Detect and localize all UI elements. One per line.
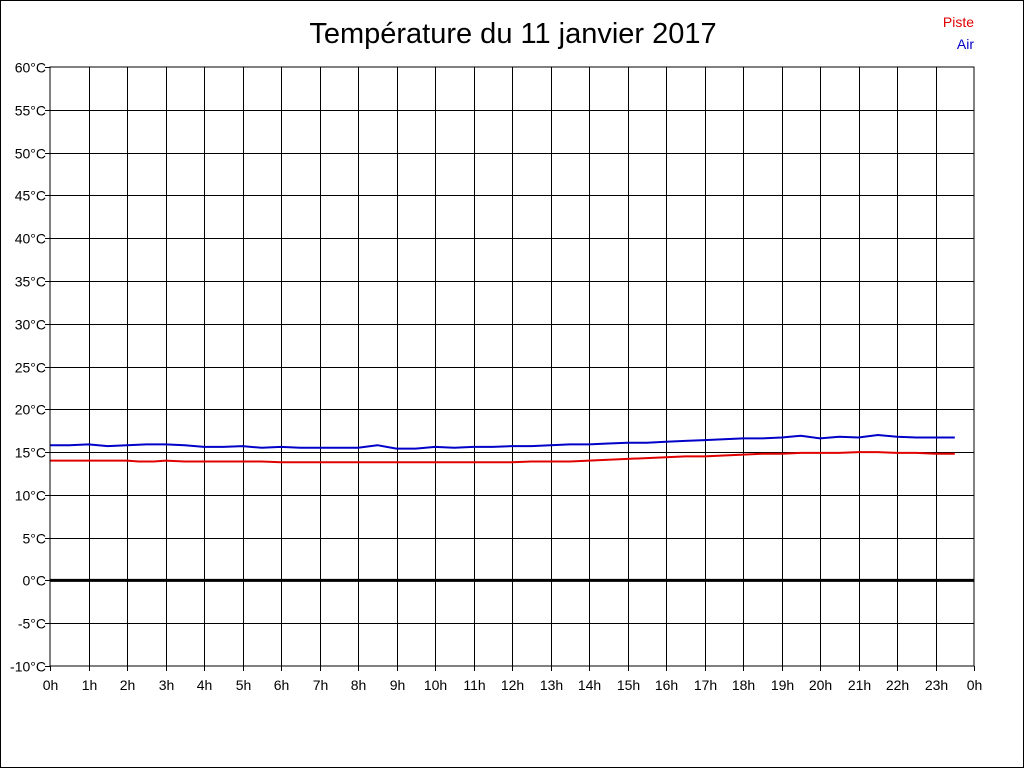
y-tick-label: 55°C	[15, 103, 46, 119]
x-tick-label: 17h	[694, 677, 717, 693]
y-tick-label: 40°C	[15, 231, 46, 247]
legend-air: Air	[956, 36, 974, 52]
series-line-piste	[50, 451, 955, 464]
x-tick-label: 15h	[617, 677, 640, 693]
legend-piste: Piste	[942, 14, 974, 30]
y-tick-label: 35°C	[15, 274, 46, 290]
chart-title: Température du 11 janvier 2017	[309, 18, 717, 50]
grid	[50, 67, 974, 666]
x-tick-label: 3h	[159, 677, 175, 693]
y-tick-label: 20°C	[15, 402, 46, 418]
x-tick-label: 2h	[120, 677, 136, 693]
x-tick-label: 18h	[732, 677, 755, 693]
x-tick-label: 0h	[967, 677, 983, 693]
y-tick-label: 5°C	[23, 531, 47, 547]
x-tick-label: 5h	[236, 677, 252, 693]
x-tick-label: 12h	[501, 677, 524, 693]
y-tick-label: 30°C	[15, 317, 46, 333]
series-line-air	[50, 433, 955, 450]
y-tick-label: 15°C	[15, 445, 46, 461]
x-tick-label: 9h	[390, 677, 406, 693]
series-lines	[50, 433, 955, 464]
x-tick-label: 13h	[540, 677, 563, 693]
x-tick-label: 6h	[274, 677, 290, 693]
x-tick-label: 10h	[424, 677, 447, 693]
x-tick-label: 21h	[848, 677, 871, 693]
x-tick-label: 11h	[463, 677, 485, 693]
x-tick-label: 22h	[886, 677, 909, 693]
x-tick-label: 20h	[809, 677, 832, 693]
axes: 0h 1h 2h 3h 4h 5h 6h 7h 8h 9h 10h 11h 12h 13h 14h 15h 16…	[10, 60, 982, 694]
y-tick-label: 50°C	[15, 146, 46, 162]
y-tick-label: 0°C	[23, 573, 47, 589]
x-tick-label: 7h	[313, 677, 329, 693]
x-tick-label: 1h	[82, 677, 98, 693]
y-tick-label: -10°C	[10, 659, 46, 675]
y-tick-label: 45°C	[15, 188, 46, 204]
x-tick-label: 19h	[771, 677, 794, 693]
x-tick-label: 0h	[43, 677, 59, 693]
x-tick-label: 16h	[655, 677, 678, 693]
x-tick-label: 8h	[351, 677, 367, 693]
y-tick-label: 10°C	[15, 488, 46, 504]
x-tick-label: 4h	[197, 677, 213, 693]
x-tick-label: 23h	[925, 677, 948, 693]
y-tick-label: -5°C	[18, 616, 46, 632]
x-tick-label: 14h	[578, 677, 601, 693]
y-tick-label: 25°C	[15, 360, 46, 376]
y-tick-label: 60°C	[15, 60, 46, 76]
